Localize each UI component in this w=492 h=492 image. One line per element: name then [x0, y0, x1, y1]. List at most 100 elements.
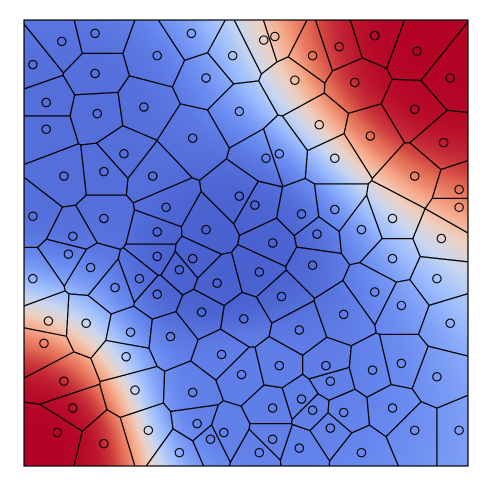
- seed-point-marker: [219, 427, 229, 438]
- voronoi-cell: [148, 311, 199, 372]
- seed-point-marker: [254, 447, 265, 458]
- seed-point-marker: [152, 50, 162, 61]
- seed-point-marker: [432, 372, 442, 382]
- seed-point-marker: [187, 133, 198, 143]
- seed-point-marker: [81, 318, 91, 329]
- seed-point-marker: [330, 153, 340, 164]
- seed-point-marker: [321, 360, 331, 371]
- seed-point-marker: [212, 278, 222, 288]
- seed-point-marker: [68, 403, 78, 413]
- seed-point-marker: [296, 394, 307, 404]
- seed-point-marker: [192, 418, 202, 429]
- seed-point-marker: [445, 73, 455, 83]
- seed-point-marker: [409, 171, 420, 181]
- seed-point-marker: [387, 403, 398, 413]
- seed-point-marker: [454, 202, 464, 213]
- seed-point-marker: [307, 50, 318, 61]
- color-field: [24, 20, 468, 466]
- voronoi-cell: [304, 133, 373, 185]
- seed-point-marker: [125, 327, 136, 337]
- voronoi-cell: [145, 428, 205, 466]
- seed-point-marker: [370, 30, 380, 41]
- seed-point-marker: [314, 120, 325, 130]
- seed-point-marker: [201, 224, 211, 235]
- seed-point-marker: [267, 403, 278, 413]
- seed-point-marker: [412, 46, 422, 56]
- seed-point-marker: [201, 73, 211, 83]
- seed-point-marker: [196, 307, 207, 317]
- seed-point-marker: [39, 338, 49, 349]
- voronoi-cell: [207, 20, 262, 85]
- voronoi-cell: [24, 246, 66, 307]
- seed-point-marker: [143, 425, 154, 436]
- seed-point-marker: [267, 238, 278, 248]
- seed-point-marker: [334, 42, 344, 52]
- seed-point-marker: [445, 318, 455, 329]
- voronoi-cell: [417, 293, 468, 357]
- seed-point-marker: [59, 171, 69, 181]
- seed-point-marker: [325, 423, 336, 433]
- seed-point-marker: [290, 75, 300, 85]
- seed-point-marker: [307, 260, 318, 271]
- voronoi-cell: [338, 194, 383, 266]
- seed-point-marker: [63, 249, 74, 259]
- seed-point-marker: [52, 427, 63, 438]
- seed-point-marker: [259, 35, 269, 45]
- seed-point-marker: [68, 231, 78, 242]
- seed-point-marker: [28, 59, 38, 70]
- voronoi-cell: [436, 394, 468, 466]
- seed-point-marker: [174, 447, 185, 458]
- seed-point-marker: [59, 376, 69, 387]
- voronoi-cells: [24, 20, 468, 466]
- seed-point-marker: [152, 289, 162, 300]
- seed-point-marker: [387, 213, 398, 224]
- seed-point-marker: [338, 309, 349, 320]
- seed-point-marker: [267, 434, 278, 444]
- voronoi-cell: [424, 197, 468, 234]
- seed-point-marker: [367, 365, 378, 375]
- seed-point-marker: [99, 213, 109, 224]
- seed-point-marker: [396, 300, 407, 311]
- seed-point-marker: [294, 443, 305, 453]
- plot-area: [24, 20, 468, 466]
- seed-point-marker: [85, 262, 96, 273]
- seed-point-marker: [216, 349, 227, 360]
- seed-point-marker: [139, 102, 149, 112]
- seed-point-marker: [134, 273, 145, 284]
- seed-point-marker: [454, 184, 464, 195]
- seed-point-marker: [274, 149, 285, 159]
- seed-point-marker: [41, 124, 51, 135]
- seed-point-marker: [110, 282, 120, 293]
- seed-point-marker: [236, 369, 247, 380]
- seed-point-marker: [90, 28, 100, 39]
- seed-point-marker: [56, 36, 67, 47]
- voronoi-cell: [328, 424, 399, 466]
- seed-point-marker: [356, 447, 367, 458]
- seed-point-marker: [312, 229, 322, 239]
- voronoi-cell: [62, 52, 130, 96]
- seed-point-marker: [90, 68, 100, 79]
- seed-point-marker: [92, 108, 103, 119]
- seed-points: [28, 28, 464, 458]
- plot-frame: [23, 19, 469, 467]
- seed-point-marker: [239, 314, 249, 324]
- seed-point-marker: [370, 287, 380, 297]
- seed-point-marker: [432, 273, 442, 284]
- seed-point-marker: [274, 360, 285, 371]
- voronoi-cell: [63, 242, 122, 296]
- seed-point-marker: [436, 233, 447, 244]
- seed-point-marker: [99, 166, 109, 177]
- seed-point-marker: [325, 376, 336, 387]
- seed-point-marker: [174, 265, 185, 275]
- seed-point-marker: [454, 425, 464, 436]
- seed-point-marker: [28, 273, 38, 284]
- seed-point-marker: [365, 131, 376, 141]
- seed-point-marker: [254, 267, 265, 277]
- seed-point-marker: [152, 227, 162, 237]
- seed-point-marker: [250, 200, 260, 210]
- seed-point-marker: [152, 251, 162, 262]
- seed-point-marker: [205, 434, 216, 444]
- voronoi-cell: [24, 327, 75, 379]
- seed-point-marker: [161, 202, 171, 213]
- seed-point-marker: [28, 211, 38, 221]
